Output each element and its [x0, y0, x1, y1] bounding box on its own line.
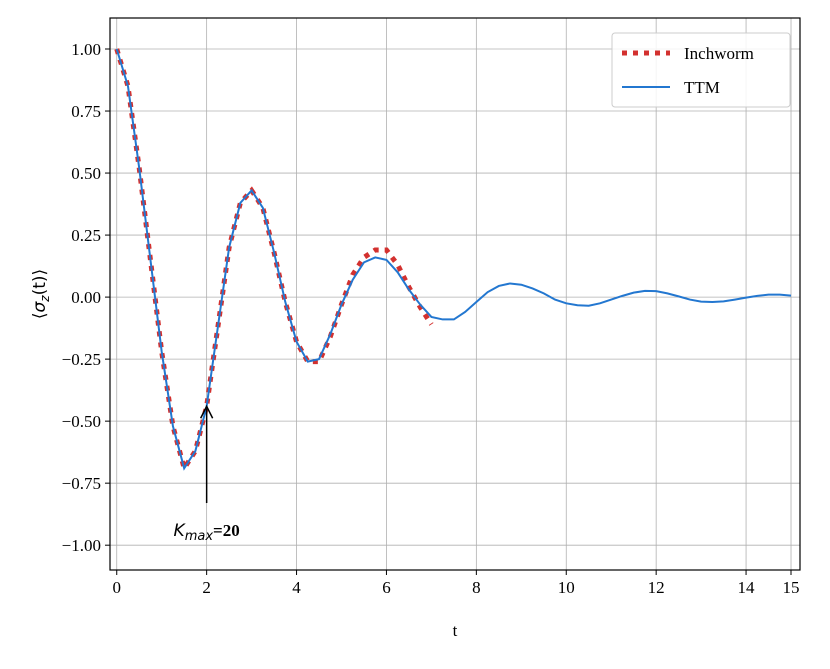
- x-tick-label: 0: [112, 578, 121, 597]
- y-label-rest: (t)⟩: [30, 269, 50, 296]
- y-tick-label: −1.00: [62, 536, 101, 555]
- plot-frame: [109, 17, 801, 571]
- annotation-symbol: K: [174, 521, 187, 541]
- y-label-symbol: σ: [30, 301, 50, 313]
- y-tick-label: 0.75: [71, 102, 101, 121]
- x-tick-label: 8: [472, 578, 481, 597]
- annotation-arrowhead: [199, 404, 214, 419]
- y-label-open: ⟨: [30, 313, 50, 320]
- y-tick-label: 0.00: [71, 288, 101, 307]
- legend-label: Inchworm: [684, 44, 754, 63]
- series-line: [115, 48, 792, 471]
- x-tick-label: 6: [382, 578, 391, 597]
- y-tick-label: 0.50: [71, 164, 101, 183]
- legend: Inchworm TTM: [611, 32, 791, 108]
- annotation-sub: max: [185, 529, 214, 544]
- annotation-value: =20: [213, 521, 240, 540]
- x-tick-label: 15: [783, 578, 800, 597]
- x-tick-label: 12: [648, 578, 665, 597]
- y-tick-label: 1.00: [71, 40, 101, 59]
- y-tick-label: 0.25: [71, 226, 101, 245]
- x-axis-label: t: [453, 621, 458, 640]
- x-tick-label: 14: [738, 578, 756, 597]
- y-axis-label: ⟨σz(t)⟩: [30, 269, 52, 319]
- y-tick-label: −0.50: [62, 412, 101, 431]
- y-tick-label: −0.25: [62, 350, 101, 369]
- y-tick-label: −0.75: [62, 474, 101, 493]
- annotation-text: Kmax=20: [174, 521, 240, 544]
- x-tick-label: 10: [558, 578, 575, 597]
- y-label-sub: z: [38, 295, 52, 303]
- x-tick-label: 4: [292, 578, 301, 597]
- legend-label: TTM: [684, 78, 720, 97]
- x-tick-label: 2: [202, 578, 211, 597]
